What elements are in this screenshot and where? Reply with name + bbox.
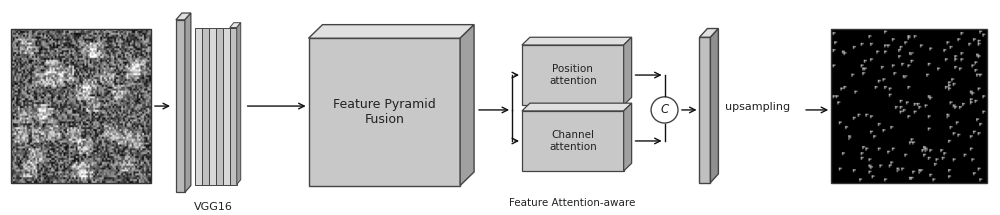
Polygon shape [699,29,718,37]
Polygon shape [624,37,632,105]
Polygon shape [176,13,191,20]
Polygon shape [624,103,632,171]
Text: C: C [660,103,669,117]
Polygon shape [223,28,230,184]
Text: Feature Attention-aware: Feature Attention-aware [509,198,635,208]
Polygon shape [522,103,632,111]
Polygon shape [309,38,460,186]
Polygon shape [522,37,632,45]
Polygon shape [309,25,474,38]
Polygon shape [202,28,209,184]
Polygon shape [230,28,237,184]
Polygon shape [230,23,241,28]
Polygon shape [522,45,624,105]
Polygon shape [237,23,241,184]
Polygon shape [522,111,624,171]
Polygon shape [209,28,216,184]
Polygon shape [195,28,202,184]
Bar [831,29,987,183]
Polygon shape [710,29,718,183]
Polygon shape [216,28,223,184]
Text: upsampling: upsampling [725,102,790,112]
Polygon shape [176,20,185,192]
Circle shape [651,97,678,123]
Text: VGG16: VGG16 [194,202,233,212]
Polygon shape [460,25,474,186]
Bar [11,29,151,183]
Polygon shape [699,37,710,183]
Text: Feature Pyramid
Fusion: Feature Pyramid Fusion [333,98,436,126]
Text: Channel
attention: Channel attention [549,130,597,152]
Polygon shape [185,13,191,192]
Text: Position
attention: Position attention [549,64,597,86]
